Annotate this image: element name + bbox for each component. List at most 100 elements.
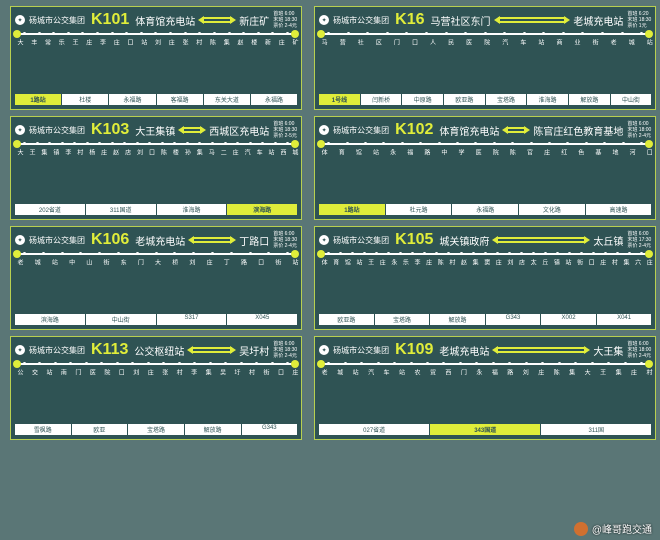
stop-label: 色 bbox=[576, 149, 583, 199]
stop-label: 街 bbox=[101, 259, 108, 309]
stop-label: 城 bbox=[32, 259, 39, 309]
card-header: ✦砀城市公交集团K16马营社区东门老城充电站首班 6:20末班 18:30票价 … bbox=[319, 11, 651, 29]
road-segment: S317 bbox=[157, 314, 228, 325]
stop-label: 院 bbox=[102, 369, 109, 419]
stop-label: 老 bbox=[608, 39, 615, 89]
route-number: K103 bbox=[91, 121, 129, 139]
stop-label: 南 bbox=[58, 369, 65, 419]
stop-label: 李 bbox=[98, 39, 105, 89]
route-line bbox=[15, 363, 297, 365]
route-card: ✦砀城市公交集团K113公交枢纽站吴圩村首班 6:00末班 18:30票价 2-… bbox=[10, 336, 302, 440]
stop-label: 集 bbox=[39, 149, 46, 199]
stop-label: 圩 bbox=[232, 369, 239, 419]
direction-arrow-icon bbox=[191, 347, 232, 353]
stop-label: 门 bbox=[135, 259, 142, 309]
stop-label: 杨 bbox=[87, 149, 94, 199]
terminal-b: 陈官庄红色教育基地 bbox=[533, 123, 623, 138]
stop-label: 基 bbox=[593, 149, 600, 199]
stop-label: 区 bbox=[373, 39, 380, 89]
company-name: 砀城市公交集团 bbox=[29, 235, 85, 246]
stop-label: 庄 bbox=[536, 369, 543, 419]
logo-icon: ✦ bbox=[319, 345, 329, 355]
stop-label: 站 bbox=[49, 259, 56, 309]
stop-label: 老 bbox=[15, 259, 22, 309]
road-segment: 中原路 bbox=[402, 94, 444, 105]
avatar bbox=[574, 522, 588, 536]
stop-label: 刘 bbox=[131, 369, 138, 419]
stop-label: 店 bbox=[123, 149, 130, 199]
company-name: 砀城市公交集团 bbox=[333, 15, 389, 26]
card-header: ✦砀城市公交集团K109老城充电站大王集首班 6:00末班 18:00票价 2-… bbox=[319, 341, 651, 359]
road-segment: 解放路 bbox=[569, 94, 611, 105]
route-number: K101 bbox=[91, 11, 129, 29]
stop-label: 庄 bbox=[424, 259, 431, 309]
direction-arrow-icon bbox=[496, 347, 586, 353]
route-number: K106 bbox=[91, 231, 129, 249]
stop-label: 院 bbox=[482, 39, 489, 89]
route-number: K105 bbox=[395, 231, 433, 249]
card-header: ✦砀城市公交集团K113公交枢纽站吴圩村首班 6:00末班 18:30票价 2-… bbox=[15, 341, 297, 359]
company-name: 砀城市公交集团 bbox=[29, 345, 85, 356]
route-card: ✦砀城市公交集团K16马营社区东门老城充电站首班 6:20末班 18:30票价 … bbox=[314, 6, 656, 110]
road-segment: 中山街 bbox=[611, 94, 652, 105]
stop-label: 永 bbox=[474, 369, 481, 419]
route-card: ✦砀城市公交集团K103大王集镇西城区充电站首班 6:00末班 18:30票价 … bbox=[10, 116, 302, 220]
road-segment: 淮海路 bbox=[157, 204, 228, 215]
terminal-b: 老城充电站 bbox=[573, 13, 623, 28]
stop-label: 陈 bbox=[551, 369, 558, 419]
stop-label: 窦 bbox=[482, 259, 489, 309]
road-segment: 解放路 bbox=[430, 314, 486, 325]
stop-label: 刘 bbox=[520, 369, 527, 419]
road-segment: X045 bbox=[227, 314, 297, 325]
stop-label: 门 bbox=[458, 369, 465, 419]
terminal-a: 马营社区东门 bbox=[431, 13, 491, 28]
schedule-info: 首班 6:00末班 18:30票价 2-4元 bbox=[273, 11, 297, 29]
road-segment: 311国 bbox=[541, 424, 651, 435]
road-segment: G343 bbox=[242, 424, 298, 435]
stop-label: 院 bbox=[490, 149, 497, 199]
logo-icon: ✦ bbox=[15, 125, 25, 135]
stop-label: 王 bbox=[70, 39, 77, 89]
stop-label: 集 bbox=[567, 369, 574, 419]
schedule-info: 首班 6:00末班 18:00票价 2-4元 bbox=[627, 341, 651, 359]
route-card: ✦砀城市公交集团K101体育馆充电站新庄矿首班 6:00末班 18:30票价 2… bbox=[10, 6, 302, 110]
stops-row: 大王集镇李村杨庄赵店刘口陈楼孙集马二庄汽车站西城 bbox=[15, 147, 297, 201]
stop-label: 李 bbox=[189, 369, 196, 419]
stop-label: 赵 bbox=[458, 259, 465, 309]
stop-label: 马 bbox=[206, 149, 213, 199]
watermark: @峰哥跑交通 bbox=[574, 521, 652, 536]
stop-label: 路 bbox=[422, 149, 429, 199]
direction-arrow-icon bbox=[192, 237, 232, 243]
stop-label: 门 bbox=[73, 369, 80, 419]
stop-label: 西 bbox=[443, 369, 450, 419]
stop-label: 医 bbox=[87, 369, 94, 419]
stop-label: 大 bbox=[15, 149, 22, 199]
stop-label: 社 bbox=[355, 39, 362, 89]
card-header: ✦砀城市公交集团K103大王集镇西城区充电站首班 6:00末班 18:30票价 … bbox=[15, 121, 297, 139]
road-segment: 343国道 bbox=[430, 424, 541, 435]
stop-label: 街 bbox=[273, 259, 280, 309]
logo-icon: ✦ bbox=[319, 125, 329, 135]
stop-label: 体 bbox=[319, 149, 326, 199]
company-name: 砀城市公交集团 bbox=[333, 235, 389, 246]
stop-label: 学 bbox=[456, 149, 463, 199]
stop-label: 村 bbox=[609, 259, 616, 309]
stop-label: 站 bbox=[370, 149, 377, 199]
logo-icon: ✦ bbox=[15, 235, 25, 245]
stop-label: 站 bbox=[397, 369, 404, 419]
route-card-grid: ✦ 砀城市公交集团 K101 体育馆充电站 新庄矿首班 6:00末班 18:30票价 2… bbox=[10, 6, 650, 440]
stop-label: 口 bbox=[409, 39, 416, 89]
terminal-a: 老城充电站 bbox=[439, 343, 489, 358]
terminal-a: 体育馆充电站 bbox=[135, 13, 195, 28]
road-segment: 宝塔路 bbox=[486, 94, 528, 105]
stop-label: 庄 bbox=[598, 259, 605, 309]
stop-label: 大 bbox=[15, 39, 22, 89]
logo-icon: ✦ bbox=[15, 15, 25, 25]
stop-label: 口 bbox=[586, 259, 593, 309]
stop-label: 赵 bbox=[111, 149, 118, 199]
route-number: K102 bbox=[395, 121, 433, 139]
terminal-b: 新庄矿 bbox=[239, 13, 269, 28]
direction-arrow-icon bbox=[202, 17, 232, 23]
road-segment: 欧亚 bbox=[72, 424, 129, 435]
stop-label: 马 bbox=[319, 39, 326, 89]
